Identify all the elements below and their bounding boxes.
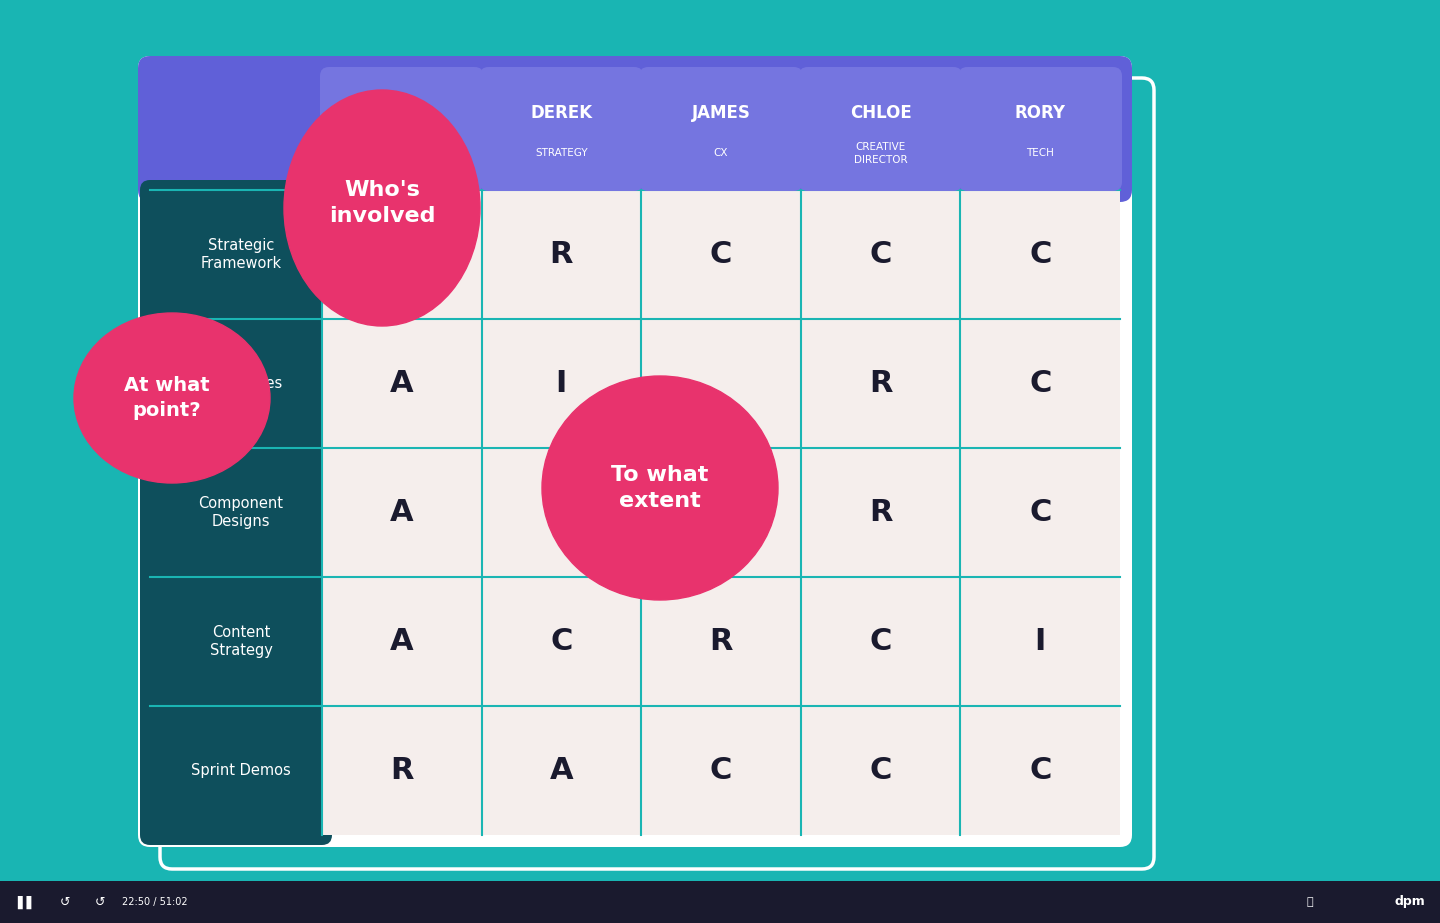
Text: C: C [870, 756, 891, 785]
Bar [323, 190, 481, 319]
Bar [960, 448, 1120, 577]
Text: C: C [1030, 498, 1051, 527]
Text: CREATIVE
DIRECTOR: CREATIVE DIRECTOR [854, 142, 907, 164]
Text: A: A [550, 756, 573, 785]
Bar [323, 448, 481, 577]
Text: I: I [556, 369, 567, 398]
Text: R: R [868, 498, 893, 527]
Ellipse shape [541, 376, 778, 600]
Text: 22:50 / 51:02: 22:50 / 51:02 [122, 897, 187, 907]
Bar [801, 448, 960, 577]
Text: RORY: RORY [1015, 104, 1066, 122]
Bar [801, 706, 960, 835]
FancyBboxPatch shape [480, 67, 644, 191]
Text: C: C [1030, 240, 1051, 269]
FancyBboxPatch shape [138, 56, 1132, 202]
Text: DEREK: DEREK [530, 104, 592, 122]
Text: ▐▐: ▐▐ [13, 895, 32, 908]
Bar [801, 577, 960, 706]
Text: C: C [1030, 369, 1051, 398]
Text: A: A [390, 498, 413, 527]
FancyBboxPatch shape [140, 180, 333, 845]
Text: To what
extent: To what extent [612, 465, 708, 511]
Text: ↺: ↺ [95, 895, 105, 908]
Bar [641, 190, 801, 319]
FancyBboxPatch shape [959, 67, 1122, 191]
FancyBboxPatch shape [138, 56, 1132, 847]
Bar [801, 319, 960, 448]
Text: A: A [390, 627, 413, 656]
Bar [960, 190, 1120, 319]
Text: ↺: ↺ [59, 895, 71, 908]
Text: R: R [710, 627, 733, 656]
Text: dpm: dpm [1394, 895, 1426, 908]
Bar [801, 190, 960, 319]
Ellipse shape [73, 313, 271, 483]
Text: Component
Designs: Component Designs [199, 496, 284, 529]
Text: C: C [1030, 756, 1051, 785]
FancyBboxPatch shape [150, 190, 323, 202]
Bar [641, 319, 801, 448]
Text: C: C [870, 240, 891, 269]
Text: R: R [550, 240, 573, 269]
Bar [960, 577, 1120, 706]
Bar [481, 190, 641, 319]
Bar [481, 448, 641, 577]
FancyBboxPatch shape [150, 823, 323, 835]
Text: C: C [550, 627, 573, 656]
Text: Sprint Demos: Sprint Demos [192, 763, 291, 778]
Text: Strategic
Framework: Strategic Framework [200, 238, 282, 271]
Text: Wireframes: Wireframes [199, 376, 284, 391]
Text: C: C [710, 240, 732, 269]
Bar [323, 706, 481, 835]
Text: TECH: TECH [1027, 149, 1054, 159]
FancyBboxPatch shape [307, 190, 323, 835]
Bar [641, 706, 801, 835]
FancyBboxPatch shape [320, 67, 484, 191]
FancyBboxPatch shape [150, 141, 1120, 190]
Text: C: C [710, 756, 732, 785]
Text: R: R [868, 369, 893, 398]
Bar [960, 319, 1120, 448]
Text: CHLOE: CHLOE [850, 104, 912, 122]
Text: A: A [390, 240, 413, 269]
Bar [323, 577, 481, 706]
Text: R: R [390, 756, 413, 785]
Text: Who's
involved: Who's involved [328, 180, 435, 226]
FancyBboxPatch shape [799, 67, 962, 191]
Ellipse shape [284, 90, 480, 326]
Bar [960, 706, 1120, 835]
Text: 🔊: 🔊 [1306, 897, 1313, 907]
Bar [323, 319, 481, 448]
Text: JAMES: JAMES [691, 104, 750, 122]
Bar [481, 706, 641, 835]
Bar [481, 319, 641, 448]
Text: STRATEGY: STRATEGY [536, 149, 588, 159]
Text: I: I [1034, 627, 1045, 656]
Bar [641, 448, 801, 577]
Text: C: C [870, 627, 891, 656]
Bar [481, 577, 641, 706]
Bar [641, 577, 801, 706]
Text: CX: CX [714, 149, 729, 159]
FancyBboxPatch shape [639, 67, 802, 191]
Text: N: N [395, 104, 409, 122]
Text: At what
point?: At what point? [124, 376, 210, 420]
Text: Content
Strategy: Content Strategy [210, 625, 272, 658]
Text: A: A [390, 369, 413, 398]
Text: PM: PM [395, 149, 409, 159]
FancyBboxPatch shape [0, 881, 1440, 923]
